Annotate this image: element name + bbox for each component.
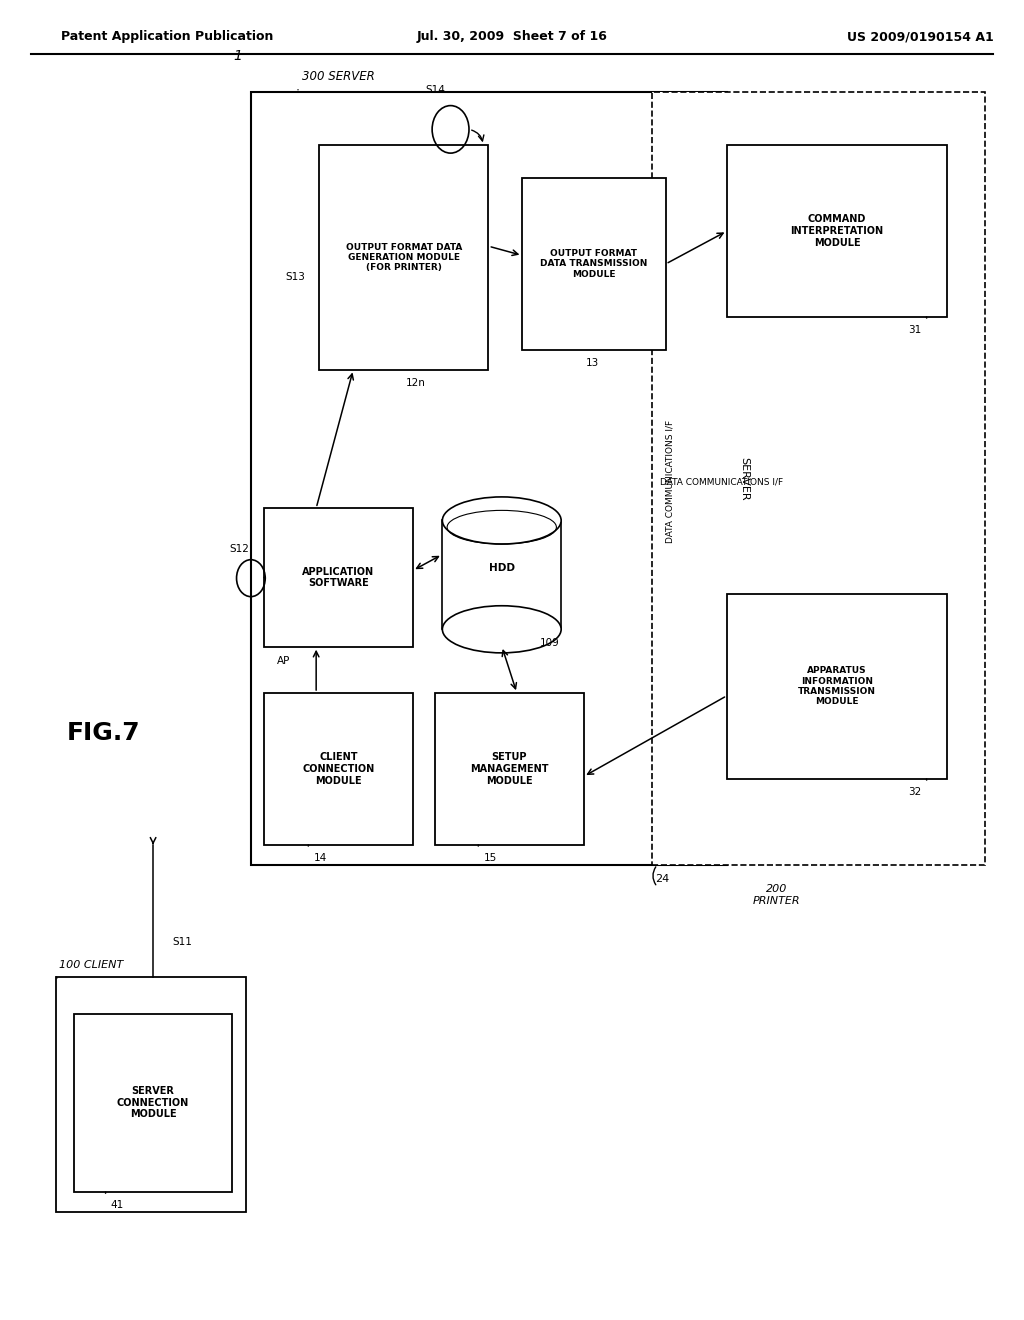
Text: S12: S12: [229, 544, 249, 554]
Text: APPLICATION
SOFTWARE: APPLICATION SOFTWARE: [302, 566, 375, 589]
Bar: [522, 178, 666, 350]
Text: OUTPUT FORMAT DATA
GENERATION MODULE
(FOR PRINTER): OUTPUT FORMAT DATA GENERATION MODULE (FO…: [346, 243, 462, 272]
Text: AP: AP: [276, 656, 290, 667]
Bar: [264, 693, 413, 845]
Text: 24: 24: [655, 874, 670, 884]
Text: 31: 31: [908, 325, 922, 335]
Text: 109: 109: [540, 638, 559, 648]
Text: OUTPUT FORMAT
DATA TRANSMISSION
MODULE: OUTPUT FORMAT DATA TRANSMISSION MODULE: [541, 249, 647, 279]
Text: 1: 1: [233, 49, 243, 63]
Bar: [74, 1014, 232, 1192]
Text: CLIENT
CONNECTION
MODULE: CLIENT CONNECTION MODULE: [302, 752, 375, 785]
Text: US 2009/0190154 A1: US 2009/0190154 A1: [847, 30, 993, 44]
Text: 32: 32: [908, 787, 922, 797]
Bar: [319, 145, 488, 370]
Bar: [727, 145, 947, 317]
Text: HDD: HDD: [488, 562, 515, 573]
Text: Jul. 30, 2009  Sheet 7 of 16: Jul. 30, 2009 Sheet 7 of 16: [417, 30, 607, 44]
Text: APPARATUS
INFORMATION
TRANSMISSION
MODULE: APPARATUS INFORMATION TRANSMISSION MODUL…: [798, 667, 877, 706]
Text: 100 CLIENT: 100 CLIENT: [59, 960, 124, 970]
Bar: [727, 594, 947, 779]
Text: 15: 15: [483, 853, 497, 863]
Bar: [435, 693, 584, 845]
Ellipse shape: [442, 606, 561, 653]
Bar: [56, 977, 246, 1212]
Bar: [264, 508, 413, 647]
Text: 12n: 12n: [406, 378, 425, 388]
Text: SERVER: SERVER: [739, 457, 750, 500]
Text: SETUP
MANAGEMENT
MODULE: SETUP MANAGEMENT MODULE: [470, 752, 549, 785]
Text: FIG.7: FIG.7: [67, 721, 140, 744]
Text: 14: 14: [313, 853, 327, 863]
Text: SERVER
CONNECTION
MODULE: SERVER CONNECTION MODULE: [117, 1086, 189, 1119]
Text: 300 SERVER: 300 SERVER: [302, 70, 375, 83]
Text: 41: 41: [111, 1200, 124, 1210]
Bar: [251, 92, 727, 865]
Text: S14: S14: [425, 84, 444, 95]
Text: 13: 13: [586, 358, 599, 368]
Ellipse shape: [442, 496, 561, 544]
Text: COMMAND
INTERPRETATION
MODULE: COMMAND INTERPRETATION MODULE: [791, 214, 884, 248]
Text: S11: S11: [172, 937, 191, 948]
Text: S13: S13: [286, 272, 305, 282]
Text: 200
PRINTER: 200 PRINTER: [753, 884, 801, 906]
Text: Patent Application Publication: Patent Application Publication: [61, 30, 273, 44]
Bar: [652, 92, 985, 865]
Text: DATA COMMUNICATIONS I/F: DATA COMMUNICATIONS I/F: [666, 420, 675, 544]
Text: DATA COMMUNICATIONS I/F: DATA COMMUNICATIONS I/F: [660, 478, 783, 486]
